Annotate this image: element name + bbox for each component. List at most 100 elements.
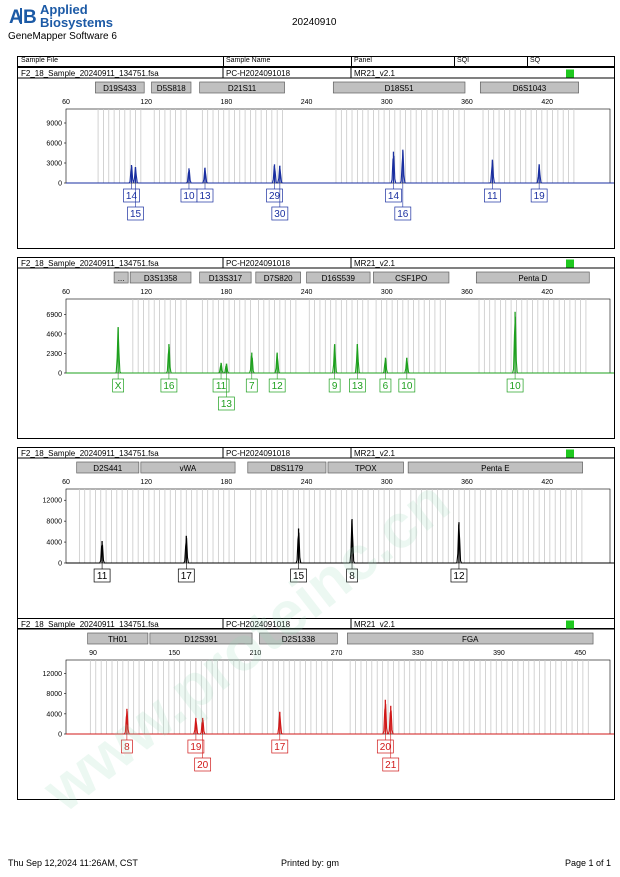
x-tick-label: 180 bbox=[221, 99, 233, 106]
y-tick-label: 0 bbox=[58, 561, 62, 568]
marker-label: D2S441 bbox=[93, 464, 122, 473]
x-tick-label: 360 bbox=[461, 289, 473, 296]
allele-label: 12 bbox=[268, 373, 286, 393]
trace-green bbox=[66, 316, 614, 374]
x-tick-label: 420 bbox=[541, 479, 553, 486]
marker-label: D7S820 bbox=[264, 274, 293, 283]
x-tick-label: 300 bbox=[381, 479, 393, 486]
sample-file-name: F2_18_Sample_20240911_134751.fsa bbox=[21, 69, 159, 78]
svg-text:16: 16 bbox=[397, 209, 409, 220]
svg-text:8: 8 bbox=[124, 742, 130, 753]
svg-text:20: 20 bbox=[380, 742, 392, 753]
allele-label: 13 bbox=[196, 183, 214, 203]
y-tick-label: 0 bbox=[58, 732, 62, 739]
brand-name: Applied Biosystems bbox=[40, 3, 113, 29]
allele-label: 7 bbox=[245, 373, 258, 393]
marker-D16S539: D16S539 bbox=[306, 271, 371, 284]
svg-text:15: 15 bbox=[130, 209, 142, 220]
marker-TH01: TH01 bbox=[87, 632, 149, 645]
software-name: GeneMapper Software 6 bbox=[8, 31, 117, 42]
allele-label: 19 bbox=[187, 734, 205, 754]
y-tick-label: 12000 bbox=[43, 498, 63, 505]
panel-name: MR21_v2.1 bbox=[354, 620, 395, 629]
svg-text:11: 11 bbox=[97, 571, 108, 582]
marker-label: TH01 bbox=[108, 635, 128, 644]
allele-label: 14 bbox=[385, 183, 402, 203]
electropherogram-chart: F2_18_Sample_20240911_134751.fsa PC-H2024… bbox=[18, 619, 614, 772]
svg-text:19: 19 bbox=[534, 191, 546, 202]
marker-label: D3S1358 bbox=[144, 274, 178, 283]
marker-label: ... bbox=[118, 274, 125, 283]
marker-label: D5S818 bbox=[157, 84, 186, 93]
status-indicator bbox=[566, 69, 574, 78]
y-tick-label: 12000 bbox=[43, 671, 63, 678]
svg-text:14: 14 bbox=[126, 191, 138, 202]
x-tick-label: 300 bbox=[381, 99, 393, 106]
marker-label: D8S1179 bbox=[270, 464, 303, 473]
svg-text:12: 12 bbox=[453, 571, 465, 582]
allele-label: X bbox=[112, 373, 124, 393]
allele-label: 16 bbox=[394, 183, 412, 221]
allele-label: 16 bbox=[160, 373, 178, 393]
sample-info-row: F2_18_Sample_20240911_134751.fsa PC-H2024… bbox=[18, 448, 614, 459]
x-tick-label: 240 bbox=[301, 289, 313, 296]
x-tick-label: 390 bbox=[493, 650, 505, 657]
sample-file-name: F2_18_Sample_20240911_134751.fsa bbox=[21, 259, 159, 268]
svg-text:17: 17 bbox=[181, 571, 193, 582]
marker-label: Penta D bbox=[518, 274, 547, 283]
marker-label: D19S433 bbox=[103, 84, 137, 93]
sample-info-row: F2_18_Sample_20240911_134751.fsa PC-H2024… bbox=[18, 619, 614, 630]
plot-frame bbox=[65, 298, 611, 374]
svg-text:30: 30 bbox=[274, 209, 286, 220]
marker-label: D16S539 bbox=[322, 274, 356, 283]
marker-label: D12S391 bbox=[184, 635, 218, 644]
col-panel: Panel bbox=[354, 57, 372, 64]
svg-text:8: 8 bbox=[349, 571, 355, 582]
plot-frame bbox=[65, 488, 611, 564]
sample-name: PC-H2024091018 bbox=[226, 449, 291, 458]
svg-text:20: 20 bbox=[197, 760, 209, 771]
svg-text:29: 29 bbox=[269, 191, 281, 202]
marker-Penta D: Penta D bbox=[475, 271, 590, 284]
marker-label: D6S1043 bbox=[513, 84, 547, 93]
y-tick-label: 8000 bbox=[46, 519, 62, 526]
brand-line-2: Biosystems bbox=[40, 15, 113, 30]
run-date: 20240910 bbox=[292, 17, 337, 28]
x-tick-label: 450 bbox=[574, 650, 586, 657]
allele-label: 6 bbox=[379, 373, 392, 393]
svg-text:6: 6 bbox=[383, 381, 389, 392]
sample-info-row: F2_18_Sample_20240911_134751.fsa PC-H2024… bbox=[18, 68, 614, 79]
allele-label: 19 bbox=[530, 183, 548, 203]
marker-D8S1179: D8S1179 bbox=[247, 461, 327, 474]
electropherogram-panel-blue: F2_18_Sample_20240911_134751.fsa PC-H2024… bbox=[17, 67, 615, 249]
panel-name: MR21_v2.1 bbox=[354, 449, 395, 458]
marker-Penta E: Penta E bbox=[407, 461, 583, 474]
svg-text:10: 10 bbox=[183, 191, 195, 202]
marker-TPOX: TPOX bbox=[327, 461, 404, 474]
sample-name: PC-H2024091018 bbox=[226, 259, 291, 268]
svg-text:11: 11 bbox=[216, 381, 227, 392]
x-tick-label: 150 bbox=[168, 650, 180, 657]
svg-text:13: 13 bbox=[199, 191, 211, 202]
x-tick-label: 60 bbox=[62, 289, 70, 296]
y-tick-label: 4000 bbox=[46, 711, 62, 718]
x-tick-label: 300 bbox=[381, 289, 393, 296]
y-tick-label: 6900 bbox=[46, 312, 62, 319]
x-tick-label: 90 bbox=[89, 650, 97, 657]
panel-name: MR21_v2.1 bbox=[354, 259, 395, 268]
allele-label: 12 bbox=[450, 563, 468, 583]
svg-text:11: 11 bbox=[487, 191, 498, 202]
y-tick-label: 4600 bbox=[46, 331, 62, 338]
marker-...: ... bbox=[113, 271, 129, 284]
column-header-row: Sample File Sample Name Panel SQI SQ bbox=[17, 56, 615, 67]
marker-D21S11: D21S11 bbox=[199, 81, 285, 94]
brand-line-1: Applied bbox=[40, 2, 88, 17]
allele-label: 11 bbox=[484, 183, 501, 203]
marker-D3S1358: D3S1358 bbox=[129, 271, 192, 284]
marker-label: D13S317 bbox=[209, 274, 243, 283]
y-tick-label: 9000 bbox=[46, 121, 62, 128]
allele-label: 30 bbox=[271, 183, 289, 221]
x-tick-label: 120 bbox=[140, 99, 152, 106]
x-tick-label: 60 bbox=[62, 99, 70, 106]
x-tick-label: 270 bbox=[331, 650, 343, 657]
